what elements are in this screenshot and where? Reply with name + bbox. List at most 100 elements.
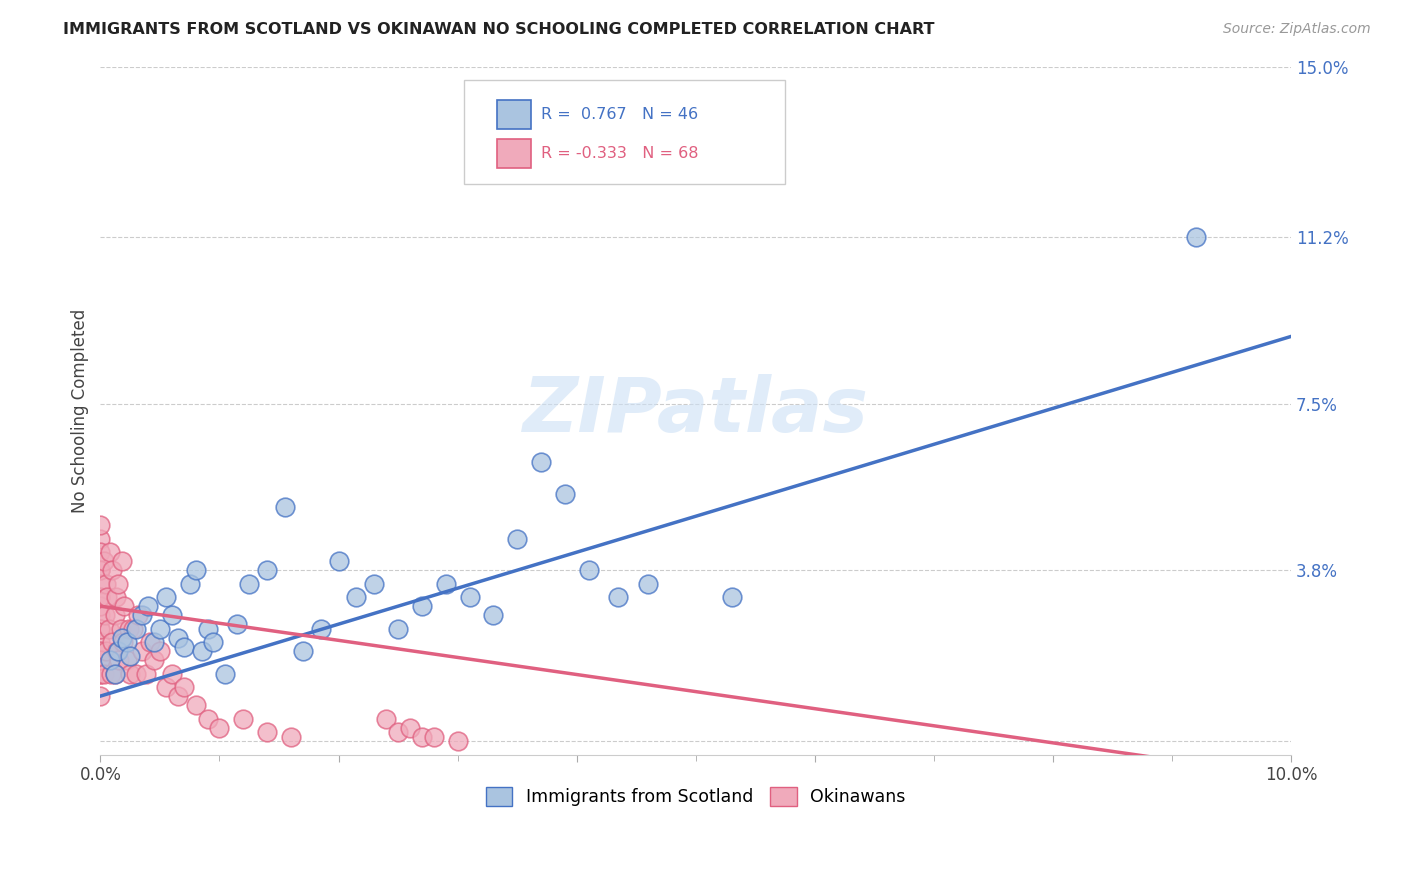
Point: [637, 576, 659, 591]
Text: IMMIGRANTS FROM SCOTLAND VS OKINAWAN NO SCHOOLING COMPLETED CORRELATION CHART: IMMIGRANTS FROM SCOTLAND VS OKINAWAN NO …: [63, 22, 935, 37]
Point: [190, 644, 212, 658]
Point: [411, 599, 433, 614]
Point: [131, 644, 153, 658]
Point: [155, 680, 177, 694]
Point: [120, 648, 142, 663]
Point: [423, 730, 446, 744]
Text: R =  0.767   N = 46: R = 0.767 N = 46: [541, 106, 699, 121]
Point: [89, 622, 111, 636]
Point: [173, 680, 195, 694]
Text: Source: ZipAtlas.com: Source: ZipAtlas.com: [1223, 22, 1371, 37]
Point: [100, 666, 122, 681]
Point: [89, 576, 111, 591]
Point: [530, 455, 553, 469]
Point: [89, 635, 111, 649]
Point: [434, 576, 457, 591]
Point: [446, 734, 468, 748]
Point: [110, 622, 132, 636]
Point: [184, 698, 207, 712]
Point: [93, 554, 115, 568]
Point: [89, 644, 111, 658]
Point: [104, 666, 127, 681]
Point: [108, 653, 131, 667]
Point: [111, 554, 134, 568]
Point: [387, 725, 409, 739]
Point: [173, 640, 195, 654]
Point: [399, 721, 422, 735]
Point: [104, 666, 127, 681]
Point: [506, 532, 529, 546]
Point: [89, 653, 111, 667]
Point: [136, 599, 159, 614]
Point: [554, 487, 576, 501]
Point: [482, 608, 505, 623]
Point: [89, 622, 111, 636]
Point: [98, 545, 121, 559]
FancyBboxPatch shape: [496, 139, 531, 168]
Point: [89, 653, 111, 667]
Point: [89, 563, 111, 577]
Point: [89, 518, 111, 533]
Point: [142, 653, 165, 667]
Point: [105, 644, 128, 658]
Point: [98, 653, 121, 667]
Point: [89, 666, 111, 681]
Point: [121, 622, 143, 636]
Point: [89, 644, 111, 658]
FancyBboxPatch shape: [464, 80, 785, 184]
Y-axis label: No Schooling Completed: No Schooling Completed: [72, 309, 89, 513]
Point: [89, 666, 111, 681]
Point: [89, 532, 111, 546]
Point: [127, 608, 149, 623]
Point: [89, 545, 111, 559]
Point: [89, 689, 111, 703]
Point: [256, 725, 278, 739]
Point: [578, 563, 600, 577]
Point: [115, 653, 138, 667]
Point: [93, 666, 115, 681]
Point: [112, 599, 135, 614]
Text: R = -0.333   N = 68: R = -0.333 N = 68: [541, 145, 699, 161]
Point: [118, 622, 141, 636]
Point: [280, 730, 302, 744]
Point: [107, 576, 129, 591]
Point: [96, 590, 118, 604]
Point: [89, 563, 111, 577]
Point: [166, 631, 188, 645]
Point: [274, 500, 297, 515]
Point: [160, 608, 183, 623]
Point: [125, 666, 148, 681]
Point: [96, 644, 118, 658]
Point: [166, 689, 188, 703]
Point: [179, 576, 201, 591]
Point: [344, 590, 367, 604]
Point: [226, 617, 249, 632]
Point: [142, 635, 165, 649]
Point: [125, 622, 148, 636]
Point: [607, 590, 630, 604]
Point: [1185, 230, 1208, 244]
Point: [149, 644, 172, 658]
Point: [214, 666, 236, 681]
Point: [328, 554, 350, 568]
Point: [232, 712, 254, 726]
Point: [197, 712, 219, 726]
Legend: Immigrants from Scotland, Okinawans: Immigrants from Scotland, Okinawans: [477, 778, 914, 814]
Point: [135, 666, 157, 681]
Point: [387, 622, 409, 636]
Point: [155, 590, 177, 604]
Point: [139, 635, 162, 649]
Point: [115, 635, 138, 649]
Point: [94, 608, 117, 623]
Point: [104, 590, 127, 604]
Point: [202, 635, 225, 649]
Point: [111, 631, 134, 645]
Point: [89, 590, 111, 604]
Point: [89, 599, 111, 614]
Text: ZIPatlas: ZIPatlas: [523, 374, 869, 448]
Point: [208, 721, 231, 735]
Point: [96, 576, 118, 591]
Point: [131, 608, 153, 623]
Point: [111, 635, 134, 649]
Point: [89, 608, 111, 623]
